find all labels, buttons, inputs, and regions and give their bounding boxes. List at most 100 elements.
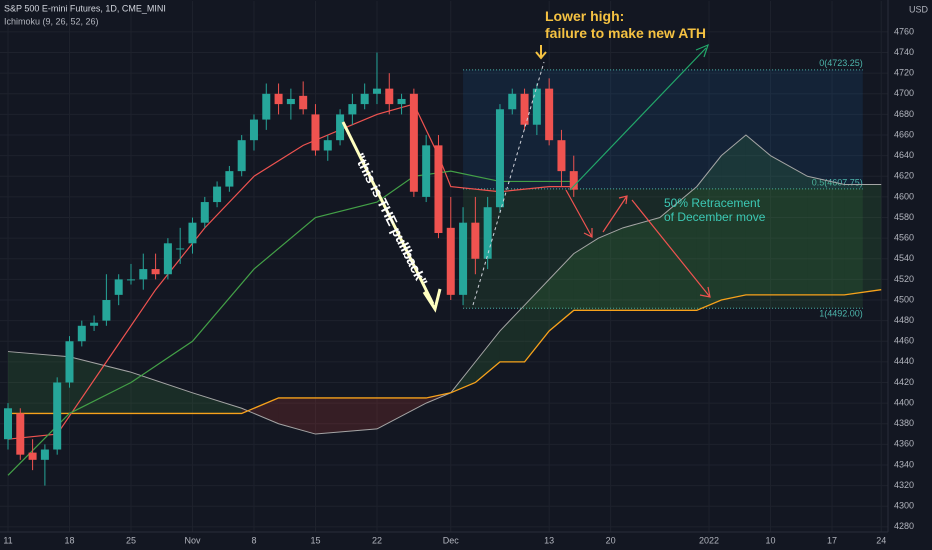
x-tick-label: 18 [64,535,74,545]
fib-zone [463,188,863,309]
candle-body [323,140,332,151]
green-arrow [569,47,707,191]
candle-body [3,408,12,440]
cloud-fill [622,217,660,311]
y-tick-label: 4540 [894,253,914,263]
x-tick-label: 2022 [699,535,719,545]
y-tick-label: 4520 [894,274,914,284]
y-tick-label: 4500 [894,294,914,304]
candle-body [188,222,197,244]
candle-body [151,269,160,275]
candle-body [53,382,62,450]
candle-body [348,104,357,115]
yellow-arrow [535,45,547,60]
ichimoku-lines [7,103,882,476]
candle-body [311,114,320,151]
y-tick-label: 4760 [894,26,914,36]
dashed-line [472,61,545,306]
indicator-label: Ichimoku (9, 26, 52, 26) [4,16,99,26]
x-tick-label: 25 [126,535,136,545]
cloud-fill [475,330,500,383]
y-tick-label: 4380 [894,418,914,428]
candle-body [262,93,271,120]
x-tick-label: 11 [3,535,12,545]
grid [0,1,888,532]
cloud-fill [499,305,525,362]
drawings [341,43,711,313]
pullback-arrow [341,121,435,305]
y-tick-label: 4680 [894,109,914,119]
cloud-fill [598,227,623,311]
cloud-fill [721,135,746,301]
annotation: Lower high: [545,8,624,24]
y-tick-label: 4440 [894,356,914,366]
candle-body [434,145,443,233]
cloud-fill [745,135,771,295]
ichimoku-cloud [7,135,882,435]
price-axis [888,0,932,550]
cloud-fill [241,397,279,424]
x-tick-label: 13 [544,535,554,545]
candle-body [422,145,431,197]
candle-body [409,93,418,192]
fib-retracement: 0(4723.25) 0.5(4607.75) 1(4492.00) [463,58,863,319]
y-tick-label: 4320 [894,480,914,490]
candle-body [459,222,468,295]
cloud-fill [696,155,722,311]
y-tick-label: 4420 [894,377,914,387]
candle-body [77,325,86,342]
candle-body [237,140,246,172]
fib-label: 0(4723.25) [819,58,863,68]
cloud-fill [376,397,427,429]
candle-body [65,341,74,383]
cloud-fill [524,279,550,362]
y-tick-label: 4460 [894,336,914,346]
chart-title: S&P 500 E-mini Futures, 1D, CME_MINI [4,3,166,13]
candle-body [90,322,99,326]
red-arrow [602,195,628,233]
candle-body [176,248,185,250]
candle-body [532,88,541,125]
x-tick-label: Nov [184,535,201,545]
candle-body [126,279,135,281]
candles [3,52,578,486]
x-tick-label: Dec [443,535,460,545]
red-arrow [565,189,593,238]
candle-body [372,88,381,94]
x-tick-label: 8 [251,535,256,545]
time-axis [0,532,888,550]
candle-body [225,171,234,187]
y-tick-label: 4300 [894,501,914,511]
cloud-fill [770,155,808,295]
cloud-fill [192,392,242,414]
candle-body [249,119,258,141]
candle-body [569,171,578,190]
axes: 4280 4300 4320 4340 4360 4380 4400 4420 4440 4460… [3,26,914,545]
candle-body [471,222,480,259]
y-tick-label: 4600 [894,191,914,201]
candle-body [446,227,455,295]
candle-body [495,109,504,208]
cloud-fill [844,184,882,295]
candle-body [16,413,25,455]
candle-body [336,114,345,141]
candle-body [163,243,172,275]
red-arrow [631,199,711,298]
fib-label: 0.5(4607.75) [812,177,863,187]
cloud-fill [573,238,599,311]
y-tick-label: 4560 [894,233,914,243]
y-tick-label: 4480 [894,315,914,325]
indicator-line [7,134,882,435]
candle-body [557,140,566,172]
candle-body [200,202,209,223]
y-tick-label: 4660 [894,129,914,139]
candle-body [360,93,369,105]
candle-body [385,88,394,105]
cloud-fill [659,186,697,311]
pullback-arrowhead [422,288,442,313]
y-tick-label: 4740 [894,47,914,57]
fib-zone [463,69,863,189]
currency-label: USD [909,4,929,14]
candle-body [520,93,529,125]
